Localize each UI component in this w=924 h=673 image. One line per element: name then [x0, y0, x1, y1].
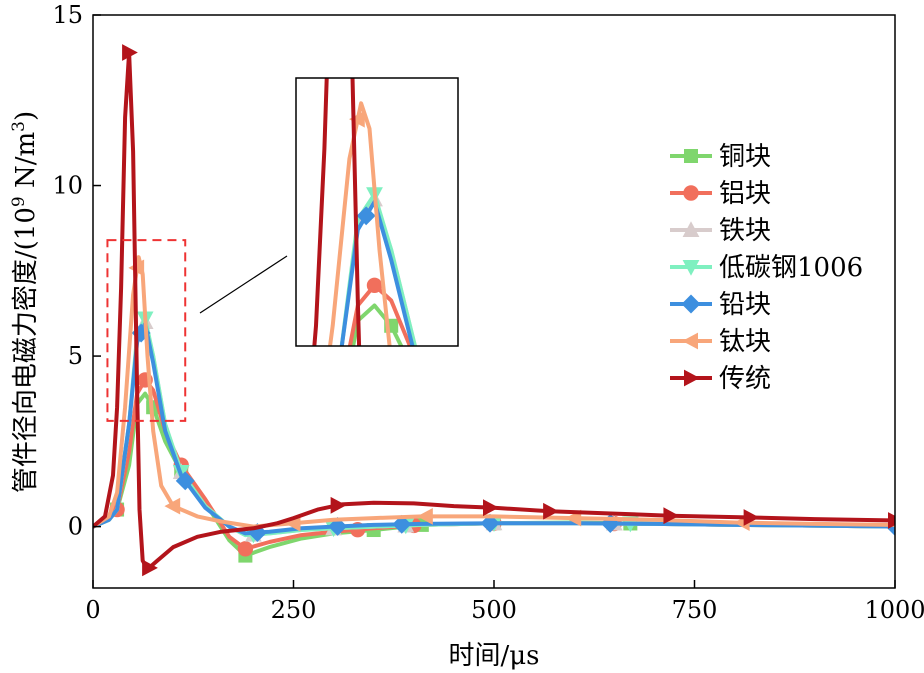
inset-series-layer — [308, 78, 468, 572]
legend-marker-0 — [684, 149, 698, 163]
series-6-marker-1 — [142, 559, 158, 577]
series-4-marker-5 — [480, 513, 500, 533]
x-tick-label-3: 750 — [672, 596, 718, 624]
series-6-marker-6 — [743, 509, 760, 526]
zoom-region-box — [106, 239, 187, 422]
series-3-inset-marker-1 — [441, 415, 458, 431]
y-axis-title-unit: N/m — [11, 132, 41, 196]
series-4-line — [93, 321, 895, 536]
inset-frame — [295, 77, 459, 347]
y-tick-label-2: 10 — [52, 172, 83, 200]
series-1-inset-marker-2 — [442, 404, 457, 419]
y-axis-title-end: ) — [11, 111, 41, 121]
series-4-marker-4 — [392, 514, 412, 534]
series-1-inset-marker-0 — [308, 470, 323, 485]
series-6-inset-marker-1 — [376, 555, 392, 572]
legend-marker-4 — [681, 294, 701, 314]
legend-label-3: 低碳钢1006 — [719, 253, 863, 283]
series-4-inset-marker-0 — [356, 206, 376, 226]
series-6-marker-0 — [122, 44, 138, 61]
series-2-inset-marker-1 — [441, 413, 458, 429]
series-6-marker-3 — [482, 499, 499, 517]
series-5-inset-line — [328, 101, 392, 346]
x-axis-title: 时间/μs — [448, 641, 539, 671]
series-4-inset-marker-1 — [449, 425, 468, 444]
series-6-marker-2 — [330, 496, 347, 514]
series-5-inset-marker-0 — [349, 110, 365, 128]
series-5-inset-marker-1 — [424, 464, 440, 481]
series-1-inset-marker-1 — [366, 277, 383, 294]
legend-label-5: 钛块 — [719, 327, 771, 357]
legend-marker-3 — [682, 260, 700, 276]
y-axis-title-sup2: 3 — [9, 121, 29, 132]
y-tick-label-3: 15 — [52, 1, 83, 29]
series-4-marker-1 — [175, 471, 195, 491]
x-tick-label-2: 500 — [471, 596, 517, 624]
legend-label-1: 铝块 — [719, 179, 771, 209]
series-5-marker-3 — [417, 507, 433, 525]
legend-label-0: 铜块 — [719, 142, 771, 172]
legend-marker-1 — [683, 185, 699, 201]
y-tick-label-1: 5 — [68, 342, 83, 370]
series-5-line — [93, 255, 895, 529]
legend-label-6: 传统 — [719, 364, 771, 394]
x-tick-label-4: 1000 — [864, 596, 924, 624]
series-6-marker-4 — [543, 502, 559, 520]
plot-frame — [92, 14, 896, 589]
x-tick-label-0: 0 — [85, 596, 100, 624]
series-4-inset-line — [339, 199, 415, 346]
y-axis-title-main: 管件径向电磁力密度/(10 — [11, 207, 41, 493]
series-5-marker-1 — [164, 497, 181, 515]
y-axis-title-sup: 9 — [9, 196, 29, 207]
zoom-connector-line — [199, 255, 288, 314]
legend-marker-6 — [684, 369, 700, 387]
series-4-marker-6 — [600, 514, 620, 533]
series-1-marker-3 — [237, 541, 254, 557]
series-0-inset-marker-2 — [443, 415, 457, 429]
y-tick-label-0: 0 — [68, 513, 83, 541]
legend-marker-2 — [682, 221, 700, 237]
legend-label-2: 铁块 — [719, 216, 771, 246]
y-axis-title: 管件径向电磁力密度/(109 N/m3) — [9, 111, 41, 493]
series-0-inset-marker-0 — [309, 470, 323, 484]
main-series-layer — [93, 44, 895, 577]
series-6-line — [93, 50, 895, 572]
series-1-inset-line — [347, 283, 413, 346]
legend-marker-5 — [682, 332, 698, 350]
series-6-marker-5 — [663, 507, 680, 525]
tick-layer: 0 250 500 750 1000 0 5 10 15 — [52, 1, 924, 624]
x-tick-label-1: 250 — [271, 596, 317, 624]
series-3-line — [93, 316, 895, 538]
series-6-marker-7 — [888, 512, 895, 529]
legend-label-4: 铅块 — [719, 290, 771, 320]
series-2-line — [93, 320, 895, 538]
